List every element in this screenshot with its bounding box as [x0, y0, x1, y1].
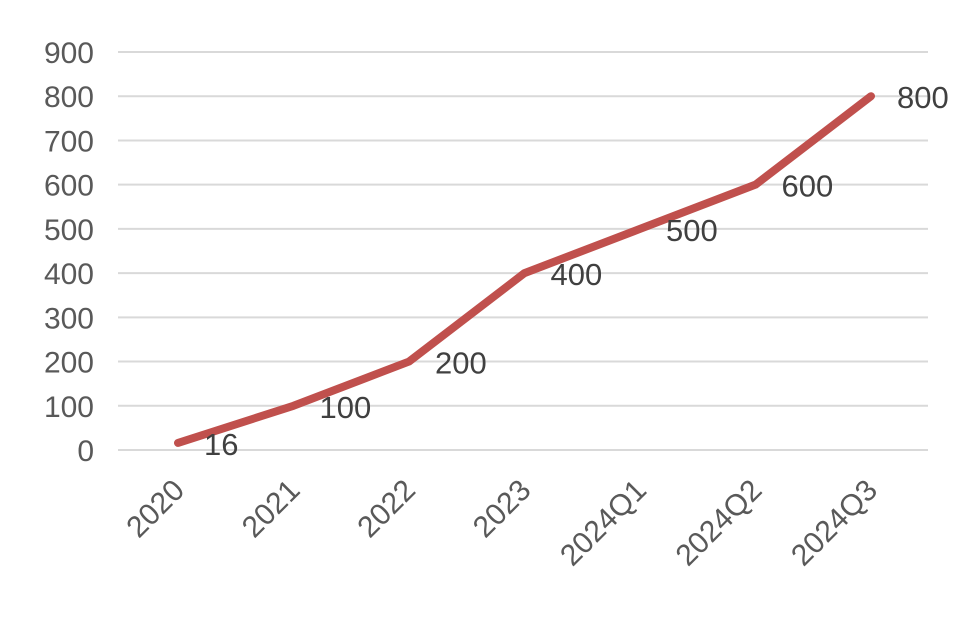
x-tick-label: 2024Q1 [554, 474, 653, 573]
y-tick-label: 900 [44, 37, 94, 70]
y-tick-label: 700 [44, 125, 94, 158]
y-tick-label: 600 [44, 170, 94, 203]
x-tick-label: 2023 [467, 474, 538, 545]
x-axis-tick-labels: 2020 2021 2022 2023 2024Q1 2024Q2 2024Q3 [120, 474, 884, 573]
series-line-group [174, 92, 875, 447]
y-tick-label: 300 [44, 302, 94, 335]
x-tick-label: 2020 [120, 474, 191, 545]
y-tick-label: 500 [44, 214, 94, 247]
data-label: 600 [782, 169, 834, 204]
y-tick-label: 0 [77, 435, 94, 468]
x-tick-label: 2021 [236, 474, 307, 545]
data-label: 500 [666, 213, 718, 248]
series-line [174, 92, 875, 447]
data-label: 200 [435, 346, 487, 381]
y-tick-label: 200 [44, 347, 94, 380]
gridlines [118, 51, 928, 451]
data-label: 16 [204, 427, 238, 462]
data-label: 400 [551, 257, 603, 292]
x-tick-label: 2024Q3 [785, 474, 884, 573]
data-label: 800 [897, 80, 949, 115]
x-tick-label: 2022 [351, 474, 422, 545]
x-tick-label: 2024Q2 [670, 474, 769, 573]
y-tick-label: 100 [44, 391, 94, 424]
y-tick-label: 800 [44, 81, 94, 114]
y-axis-tick-labels: 0 100 200 300 400 500 600 700 800 900 [44, 37, 94, 468]
data-labels: 16 100 200 400 500 600 800 [204, 80, 949, 462]
data-label: 100 [320, 390, 372, 425]
y-tick-label: 400 [44, 258, 94, 291]
